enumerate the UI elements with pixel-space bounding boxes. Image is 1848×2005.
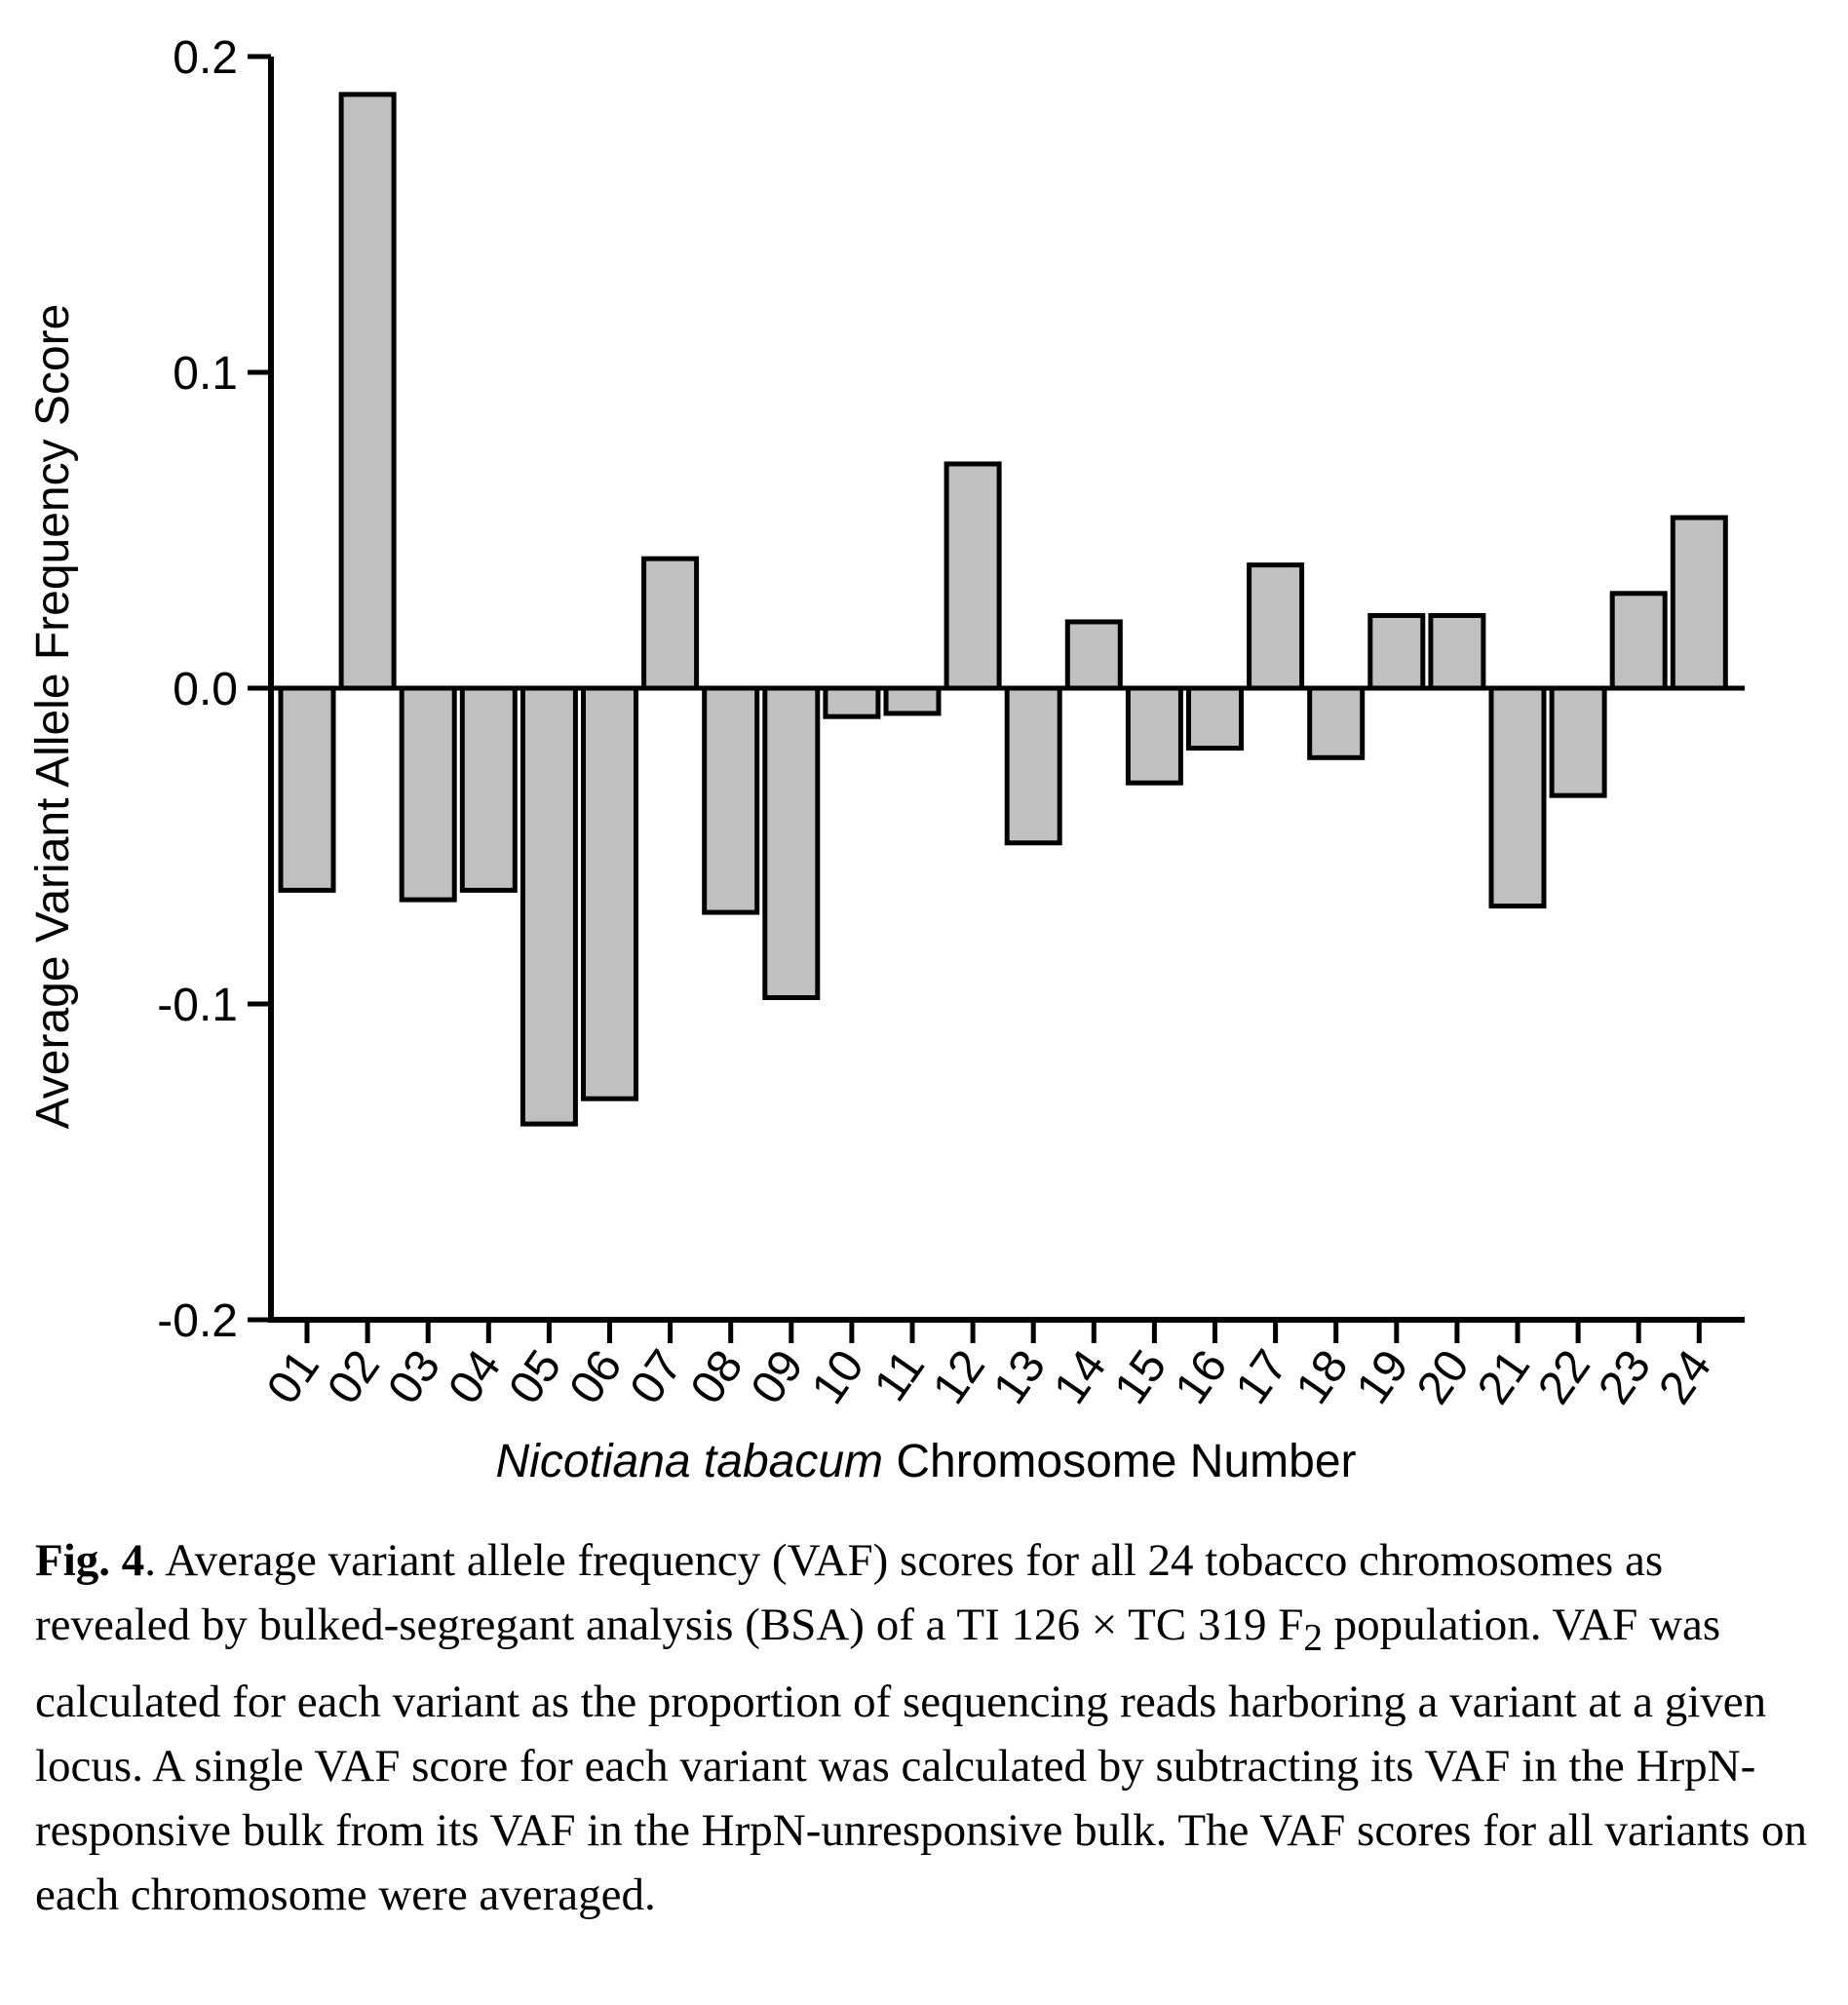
bar-02 [338,92,397,691]
bar-10 [823,685,881,719]
bar-18 [1307,685,1366,760]
caption-text-part2: population. VAF was calculated for each … [35,1600,1808,1921]
x-tick-label: 19 [1347,1341,1419,1413]
bar-21 [1488,685,1547,909]
y-axis: 0.2 0.1 0.0 -0.1 -0.2 [157,32,274,1347]
bar-12 [943,461,1002,691]
bar-03 [399,685,457,903]
bar-23 [1609,591,1668,691]
bar-04 [459,685,518,893]
y-tick-label: 0.1 [173,348,238,400]
bar-13 [1004,685,1062,846]
bar-07 [641,556,700,691]
x-tick-label: 04 [439,1341,511,1413]
bar-20 [1428,612,1486,691]
x-tick-label: 22 [1528,1341,1600,1413]
x-axis-label-rest: Chromosome Number [883,1436,1357,1487]
x-tick-label: 05 [499,1341,571,1413]
x-tick-label: 06 [559,1341,632,1413]
caption-label: Fig. 4 [35,1535,145,1586]
caption-subscript: 2 [1303,1616,1323,1659]
x-axis: 0102030405060708091011121314151617181920… [257,1317,1745,1413]
x-tick-label: 17 [1226,1341,1298,1413]
x-tick-label: 02 [318,1341,390,1413]
x-tick-label: 13 [983,1341,1056,1413]
bar-15 [1125,685,1183,786]
bar-chart: 0.2 0.1 0.0 -0.1 -0.2 0102030405060708091011… [27,32,1745,1487]
bar-24 [1670,515,1728,691]
x-tick-label: 18 [1287,1341,1359,1413]
bar-17 [1247,562,1305,691]
bar-08 [702,685,760,915]
y-tick-label: 0.2 [173,32,238,84]
x-tick-label: 11 [865,1341,935,1410]
bar-16 [1186,685,1244,752]
bar-05 [520,685,578,1127]
x-tick-label: 24 [1649,1341,1721,1413]
y-tick-label: -0.2 [157,1295,238,1347]
x-tick-label: 08 [681,1341,753,1413]
bar-22 [1549,685,1607,798]
bars-group [271,92,1745,1127]
x-tick-label: 16 [1165,1341,1237,1413]
x-tick-label: 10 [802,1341,874,1413]
y-axis-label: Average Variant Allele Frequency Score [27,304,79,1130]
x-tick-label: 15 [1104,1341,1176,1413]
x-tick-label: 21 [1468,1341,1540,1413]
bar-19 [1367,612,1426,691]
x-tick-label: 12 [923,1341,995,1413]
bar-14 [1064,619,1123,691]
x-tick-label: 07 [621,1341,693,1413]
bar-09 [762,685,821,1001]
x-axis-label: Nicotiana tabacum Chromosome Number [495,1436,1356,1487]
caption-text-part1: . Average variant allele frequency (VAF)… [35,1535,1664,1650]
bar-11 [883,685,942,716]
y-tick-label: 0.0 [173,664,238,715]
figure-caption: Fig. 4. Average variant allele frequency… [35,1528,1829,1927]
x-tick-label: 20 [1407,1341,1480,1413]
x-tick-label: 03 [378,1341,450,1413]
bar-01 [278,685,336,893]
x-tick-label: 01 [257,1341,329,1413]
x-axis-label-italic: Nicotiana tabacum [495,1436,883,1487]
y-tick-label: -0.1 [157,980,238,1031]
bar-06 [581,685,638,1101]
x-tick-label: 23 [1589,1341,1661,1413]
x-tick-label: 14 [1044,1341,1116,1413]
x-tick-label: 09 [742,1341,814,1413]
